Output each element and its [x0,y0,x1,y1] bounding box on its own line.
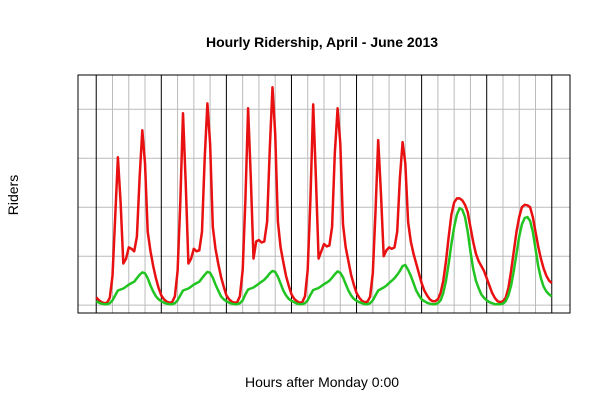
plot-frame [77,74,571,314]
series-line [95,85,553,305]
x-axis-label: Hours after Monday 0:00 [245,374,399,390]
series-line [95,206,553,306]
chart-title: Hourly Ridership, April - June 2013 [206,34,438,50]
y-axis-label: Riders [5,175,21,215]
